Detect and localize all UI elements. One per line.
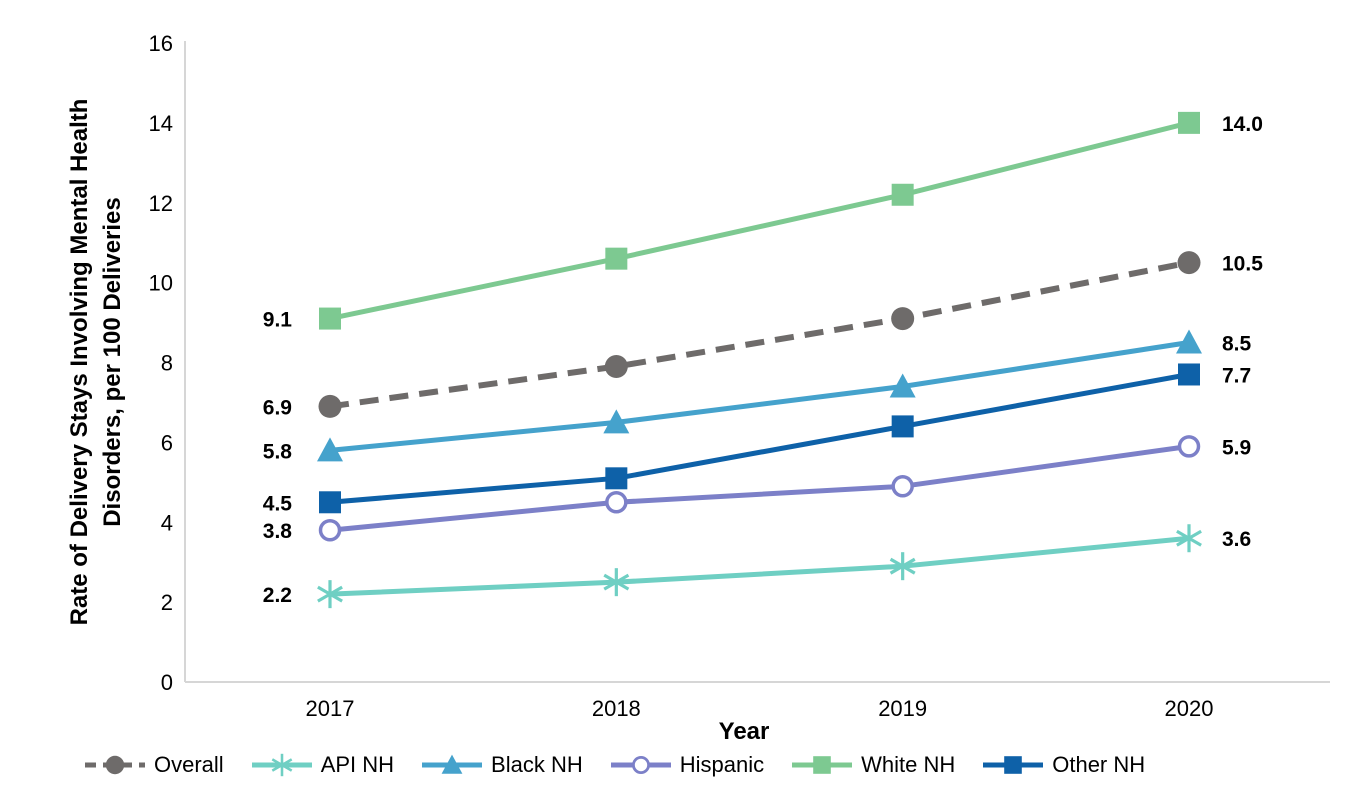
y-tick-label: 16 bbox=[149, 31, 173, 56]
y-tick-label: 2 bbox=[161, 590, 173, 615]
marker-square bbox=[319, 491, 341, 514]
x-tick-label: 2019 bbox=[878, 696, 927, 721]
series-line-white-nh bbox=[329, 120, 1190, 322]
marker-square bbox=[1004, 756, 1023, 774]
marker-asterisk-spoke bbox=[317, 585, 343, 603]
marker-circle bbox=[1177, 251, 1201, 275]
y-axis-title-line-2: Disorders, per 100 Deliveries bbox=[99, 197, 126, 527]
legend-label: Overall bbox=[154, 752, 224, 777]
marker-asterisk-spoke bbox=[271, 758, 293, 772]
marker-square bbox=[1178, 363, 1200, 386]
marker-triangle bbox=[441, 754, 463, 774]
y-axis-title: Rate of Delivery Stays Involving Mental … bbox=[63, 99, 129, 626]
data-label-first: 9.1 bbox=[263, 309, 293, 332]
x-tick-label: 2017 bbox=[306, 696, 355, 721]
data-label-first: 2.2 bbox=[263, 584, 292, 607]
y-tick-label: 6 bbox=[161, 430, 173, 455]
data-label-first: 5.8 bbox=[263, 440, 293, 463]
marker-square bbox=[813, 756, 831, 774]
y-tick-label: 0 bbox=[161, 670, 173, 695]
marker-circle bbox=[891, 307, 915, 331]
marker-triangle bbox=[317, 437, 343, 462]
marker-open-circle bbox=[1177, 435, 1201, 458]
marker-asterisk-spoke bbox=[1176, 529, 1202, 547]
legend-item-white-nh: White NH bbox=[791, 752, 955, 778]
y-axis-title-line-1: Rate of Delivery Stays Involving Mental … bbox=[66, 98, 93, 626]
series-line-overall bbox=[329, 259, 1190, 410]
data-label-first: 3.8 bbox=[263, 520, 293, 543]
legend-swatch-asterisk-icon bbox=[251, 753, 312, 777]
marker-circle bbox=[604, 354, 628, 378]
series-line-black-nh bbox=[329, 340, 1190, 453]
legend-swatch-square-icon bbox=[983, 756, 1044, 774]
series-line-api-nh bbox=[329, 535, 1190, 597]
marker-open-circle bbox=[318, 518, 342, 542]
marker-open-circle bbox=[891, 475, 914, 498]
y-tick-label: 4 bbox=[161, 510, 173, 535]
legend-item-overall: Overall bbox=[84, 752, 224, 778]
marker-square bbox=[605, 247, 628, 270]
marker-square bbox=[605, 467, 628, 490]
legend-swatch-circle-icon bbox=[85, 755, 145, 775]
data-label-last: 3.6 bbox=[1222, 528, 1251, 551]
y-tick-label: 12 bbox=[149, 191, 173, 216]
marker-square bbox=[891, 183, 914, 206]
marker-square bbox=[891, 415, 914, 438]
y-tick-label: 10 bbox=[149, 271, 173, 296]
legend-swatch-triangle-icon bbox=[422, 754, 483, 774]
legend-swatch-open-circle-icon bbox=[610, 756, 671, 774]
series-line-other-nh bbox=[329, 372, 1190, 505]
legend-label: Black NH bbox=[491, 752, 583, 777]
legend: Overall API NH Black NH Hispanic White NH Oth… bbox=[84, 752, 1347, 778]
legend-item-black-nh: Black NH bbox=[421, 752, 583, 778]
legend-label: Hispanic bbox=[679, 752, 765, 777]
legend-label: White NH bbox=[861, 752, 956, 777]
legend-item-hispanic: Hispanic bbox=[610, 752, 764, 778]
marker-open-circle bbox=[605, 491, 628, 514]
marker-asterisk-spoke bbox=[889, 557, 916, 575]
series-line-hispanic bbox=[329, 443, 1190, 533]
marker-open-circle bbox=[631, 756, 650, 774]
data-label-first: 6.9 bbox=[263, 396, 292, 419]
y-tick-label: 8 bbox=[161, 351, 173, 376]
marker-square bbox=[1178, 111, 1200, 134]
legend-item-api-nh: API NH bbox=[251, 752, 394, 778]
marker-triangle bbox=[889, 373, 916, 398]
marker-triangle bbox=[603, 409, 630, 434]
x-tick-label: 2020 bbox=[1165, 696, 1214, 721]
legend-label: API NH bbox=[320, 752, 395, 777]
marker-circle bbox=[105, 755, 125, 775]
legend-item-other-nh: Other NH bbox=[982, 752, 1145, 778]
x-axis-title: Year bbox=[718, 718, 770, 745]
data-label-last: 10.5 bbox=[1222, 253, 1263, 276]
y-tick-label: 14 bbox=[149, 111, 173, 136]
data-label-last: 14.0 bbox=[1222, 113, 1263, 136]
legend-swatch-square-icon bbox=[792, 756, 853, 774]
data-label-last: 5.9 bbox=[1222, 436, 1251, 459]
data-label-last: 7.7 bbox=[1222, 364, 1251, 387]
marker-triangle bbox=[1176, 329, 1202, 354]
marker-asterisk-spoke bbox=[603, 573, 630, 591]
marker-square bbox=[319, 307, 341, 330]
x-tick-label: 2018 bbox=[592, 696, 641, 721]
data-label-last: 8.5 bbox=[1222, 333, 1252, 356]
marker-circle bbox=[318, 394, 342, 418]
legend-label: Other NH bbox=[1052, 752, 1146, 777]
data-label-first: 4.5 bbox=[263, 492, 293, 515]
